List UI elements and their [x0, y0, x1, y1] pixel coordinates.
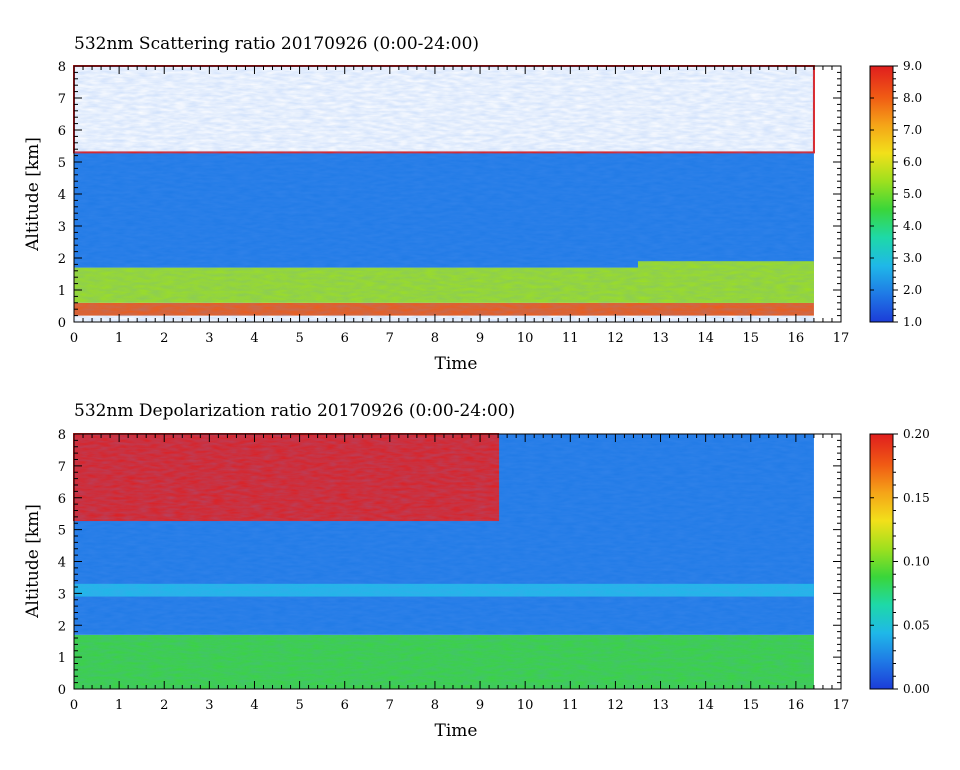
colorbar-tick-label: 0.00: [903, 682, 930, 696]
colorbar-tick-label: 7.0: [903, 123, 922, 137]
y-tick-label: 6: [58, 124, 66, 139]
x-tick-label: 12: [607, 331, 624, 346]
x-tick-label: 1: [115, 331, 123, 346]
colorbar-tick-label: 3.0: [903, 251, 922, 265]
x-tick-label: 0: [70, 698, 78, 713]
noise-texture: [74, 66, 814, 322]
x-tick-label: 7: [386, 698, 394, 713]
x-axis-label: Time: [435, 721, 478, 741]
x-axis-label: Time: [435, 354, 478, 374]
x-tick-label: 13: [652, 331, 669, 346]
colorbar-tick-label: 0.20: [903, 427, 930, 441]
colorbar-tick-label: 1.0: [903, 315, 922, 329]
x-tick-label: 6: [341, 331, 349, 346]
x-tick-label: 2: [160, 698, 168, 713]
y-tick-label: 7: [58, 460, 66, 475]
chart-title: 532nm Scattering ratio 20170926 (0:00-24…: [74, 34, 479, 54]
y-tick-label: 6: [58, 492, 66, 507]
colorbar-tick-label: 8.0: [903, 91, 922, 105]
x-tick-label: 10: [517, 331, 534, 346]
y-tick-label: 3: [58, 587, 66, 602]
x-tick-label: 9: [476, 331, 484, 346]
y-axis-label: Altitude [km]: [23, 504, 43, 619]
x-tick-label: 3: [205, 331, 213, 346]
chart-title: 532nm Depolarization ratio 20170926 (0:0…: [74, 401, 515, 421]
noise-texture: [74, 434, 814, 689]
colorbar-tick-label: 0.10: [903, 555, 930, 569]
y-tick-label: 8: [58, 60, 66, 75]
colorbar-tick-label: 4.0: [903, 219, 922, 233]
x-tick-label: 16: [788, 331, 805, 346]
colorbar-tick-label: 5.0: [903, 187, 922, 201]
heatmap-plot-area: [73, 65, 841, 322]
y-tick-label: 8: [58, 428, 66, 443]
x-tick-label: 6: [341, 698, 349, 713]
y-tick-label: 1: [58, 284, 66, 299]
colorbar: 1.0 2.0 3.0 4.0 5.0 6.0 7.0 8.0 9.0: [869, 59, 922, 329]
x-tick-label: 4: [250, 698, 258, 713]
x-tick-label: 10: [517, 698, 534, 713]
y-tick-label: 2: [58, 619, 66, 634]
x-tick-label: 11: [562, 331, 579, 346]
colorbar-tick-label: 6.0: [903, 155, 922, 169]
colorbar-tick-label: 0.15: [903, 491, 930, 505]
x-tick-label: 7: [386, 331, 394, 346]
colorbar-tick-label: 9.0: [903, 59, 922, 73]
x-tick-label: 12: [607, 698, 624, 713]
y-tick-label: 5: [58, 156, 66, 171]
x-tick-label: 0: [70, 331, 78, 346]
y-tick-label: 0: [58, 683, 66, 698]
x-tick-label: 17: [833, 331, 850, 346]
y-tick-label: 0: [58, 316, 66, 331]
depolarization-ratio-panel: 532nm Depolarization ratio 20170926 (0:0…: [23, 401, 930, 741]
x-tick-label: 2: [160, 331, 168, 346]
x-tick-label: 13: [652, 698, 669, 713]
x-tick-label: 3: [205, 698, 213, 713]
x-tick-label: 1: [115, 698, 123, 713]
scattering-ratio-panel: 532nm Scattering ratio 20170926 (0:00-24…: [23, 34, 922, 374]
x-tick-label: 4: [250, 331, 258, 346]
x-tick-label: 8: [431, 331, 439, 346]
x-tick-label: 14: [697, 698, 714, 713]
y-tick-label: 5: [58, 524, 66, 539]
y-tick-label: 3: [58, 220, 66, 235]
y-tick-label: 4: [58, 556, 66, 571]
colorbar-tick-label: 0.05: [903, 618, 930, 632]
y-tick-label: 2: [58, 252, 66, 267]
y-tick-label: 4: [58, 188, 66, 203]
x-tick-label: 16: [788, 698, 805, 713]
x-tick-label: 11: [562, 698, 579, 713]
colorbar-tick-label: 2.0: [903, 283, 922, 297]
x-tick-label: 15: [742, 698, 759, 713]
x-tick-label: 17: [833, 698, 850, 713]
x-tick-label: 15: [742, 331, 759, 346]
x-tick-label: 5: [295, 698, 303, 713]
x-tick-label: 8: [431, 698, 439, 713]
colorbar: 0.00 0.05 0.10 0.15 0.20: [869, 427, 930, 696]
x-tick-label: 5: [295, 331, 303, 346]
x-tick-label: 14: [697, 331, 714, 346]
x-tick-label: 9: [476, 698, 484, 713]
heatmap-plot-area: [73, 433, 841, 689]
y-axis-label: Altitude [km]: [23, 137, 43, 252]
y-tick-label: 1: [58, 651, 66, 666]
y-tick-label: 7: [58, 92, 66, 107]
